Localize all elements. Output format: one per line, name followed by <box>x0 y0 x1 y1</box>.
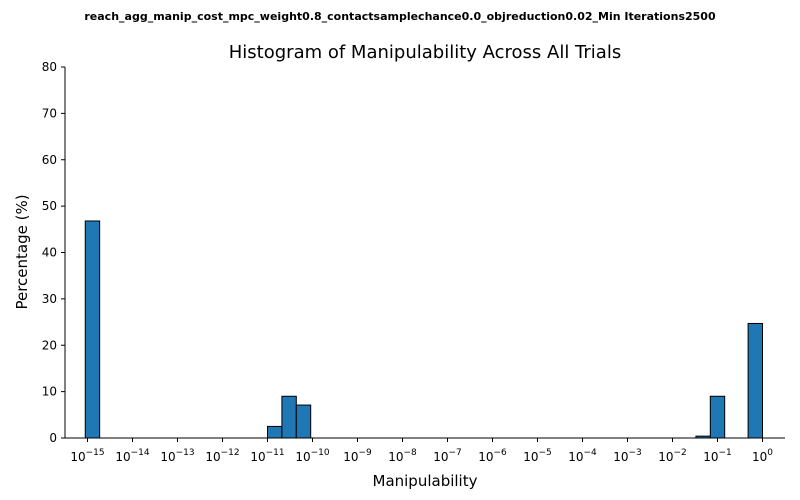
x-tick-label: 10−13 <box>160 448 194 464</box>
histogram-bar-2 <box>281 395 297 439</box>
bars-layer <box>84 220 763 439</box>
x-tick-label: 10−9 <box>343 448 372 464</box>
y-tick-label: 70 <box>42 106 57 120</box>
x-tick-label: 10−8 <box>388 448 417 464</box>
y-tick-label: 50 <box>42 199 57 213</box>
y-tick-label: 10 <box>42 385 57 399</box>
x-tick-label: 10−11 <box>250 448 284 464</box>
histogram-bar-1 <box>267 425 283 439</box>
y-tick-label: 20 <box>42 338 57 352</box>
x-tick-label: 10−5 <box>523 448 552 464</box>
histogram-bar-5 <box>709 395 726 439</box>
x-tick-label: 10−1 <box>703 448 732 464</box>
x-tick-label: 10−7 <box>433 448 462 464</box>
x-tick-label: 10−15 <box>70 448 104 464</box>
x-axis-label: Manipulability <box>373 472 478 490</box>
x-ticks: 10−15 10−14 10−13 10−12 10−11 10−10 10−9 10−8 10… <box>70 438 773 464</box>
y-axis-label: Percentage (%) <box>13 194 31 309</box>
chart-title: Histogram of Manipulability Across All T… <box>229 42 621 63</box>
y-tick-label: 40 <box>42 246 57 260</box>
y-tick-label: 30 <box>42 292 57 306</box>
x-tick-label: 10−4 <box>568 448 597 464</box>
figure-suptitle: reach_agg_manip_cost_mpc_weight0.8_conta… <box>84 10 716 23</box>
y-tick-label: 80 <box>42 60 57 74</box>
x-tick-label: 10−6 <box>478 448 507 464</box>
histogram-bar-6 <box>747 322 763 439</box>
y-tick-label: 0 <box>49 431 57 445</box>
histogram-bar-3 <box>295 404 312 439</box>
x-tick-label: 100 <box>752 448 773 464</box>
x-tick-label: 10−14 <box>115 448 150 464</box>
x-tick-label: 10−3 <box>613 448 642 464</box>
y-ticks: 0 10 20 30 40 50 60 70 80 <box>42 60 65 445</box>
y-tick-label: 60 <box>42 153 57 167</box>
x-tick-label: 10−2 <box>658 448 687 464</box>
x-tick-label: 10−10 <box>295 448 330 464</box>
histogram-bar-0 <box>84 220 101 439</box>
x-tick-label: 10−12 <box>205 448 239 464</box>
